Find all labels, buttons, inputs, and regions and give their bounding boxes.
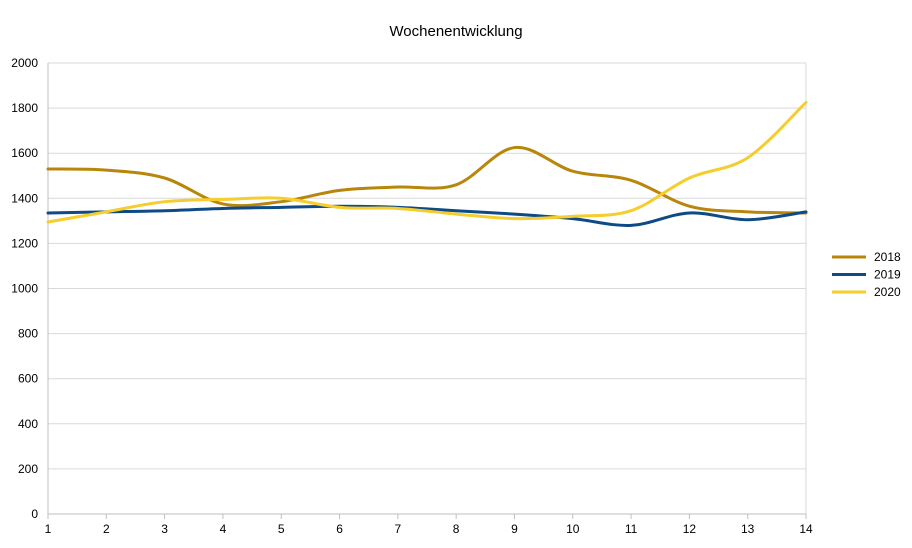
legend: 2018 2019 2020: [832, 250, 901, 299]
series-lines: [46, 100, 808, 227]
x-tick-label: 3: [161, 522, 168, 536]
legend-label-2018: 2018: [874, 250, 901, 264]
chart-title: Wochenentwicklung: [389, 23, 522, 40]
x-tick-labels: 1 2 3 4 5 6 7 8 9 10 11 12 13 14: [45, 522, 813, 536]
series-line-2018: [46, 146, 808, 215]
x-tick-label: 10: [566, 522, 580, 536]
series-line-2020: [46, 100, 808, 224]
x-tick-label: 4: [220, 522, 227, 536]
y-tick-label: 1200: [11, 236, 38, 250]
legend-label-2020: 2020: [874, 285, 901, 299]
y-tick-label: 1600: [11, 146, 38, 160]
x-tick-label: 1: [45, 522, 52, 536]
y-tick-label: 400: [18, 417, 38, 431]
y-tick-labels: 0 200 400 600 800 1000 1200 1400 1600 1800 2000: [11, 56, 38, 521]
y-tick-label: 1800: [11, 101, 38, 115]
y-tick-label: 200: [18, 462, 38, 476]
x-tick-label: 5: [278, 522, 285, 536]
gridlines: [48, 62, 806, 470]
x-tick-label: 13: [741, 522, 755, 536]
axes: [47, 63, 807, 519]
legend-label-2019: 2019: [874, 268, 901, 282]
y-tick-label: 600: [18, 372, 38, 386]
y-tick-label: 1000: [11, 282, 38, 296]
x-tick-label: 9: [511, 522, 518, 536]
x-tick-label: 11: [625, 522, 638, 536]
y-tick-label: 1400: [11, 191, 38, 205]
x-tick-label: 7: [395, 522, 402, 536]
x-tick-label: 12: [683, 522, 697, 536]
y-tick-label: 2000: [11, 56, 38, 70]
y-tick-label: 800: [18, 327, 38, 341]
x-tick-label: 2: [103, 522, 110, 536]
x-tick-label: 14: [799, 522, 813, 536]
y-tick-label: 0: [31, 507, 38, 521]
x-tick-label: 6: [336, 522, 343, 536]
series-line-2019: [46, 204, 808, 227]
x-tick-label: 8: [453, 522, 460, 536]
